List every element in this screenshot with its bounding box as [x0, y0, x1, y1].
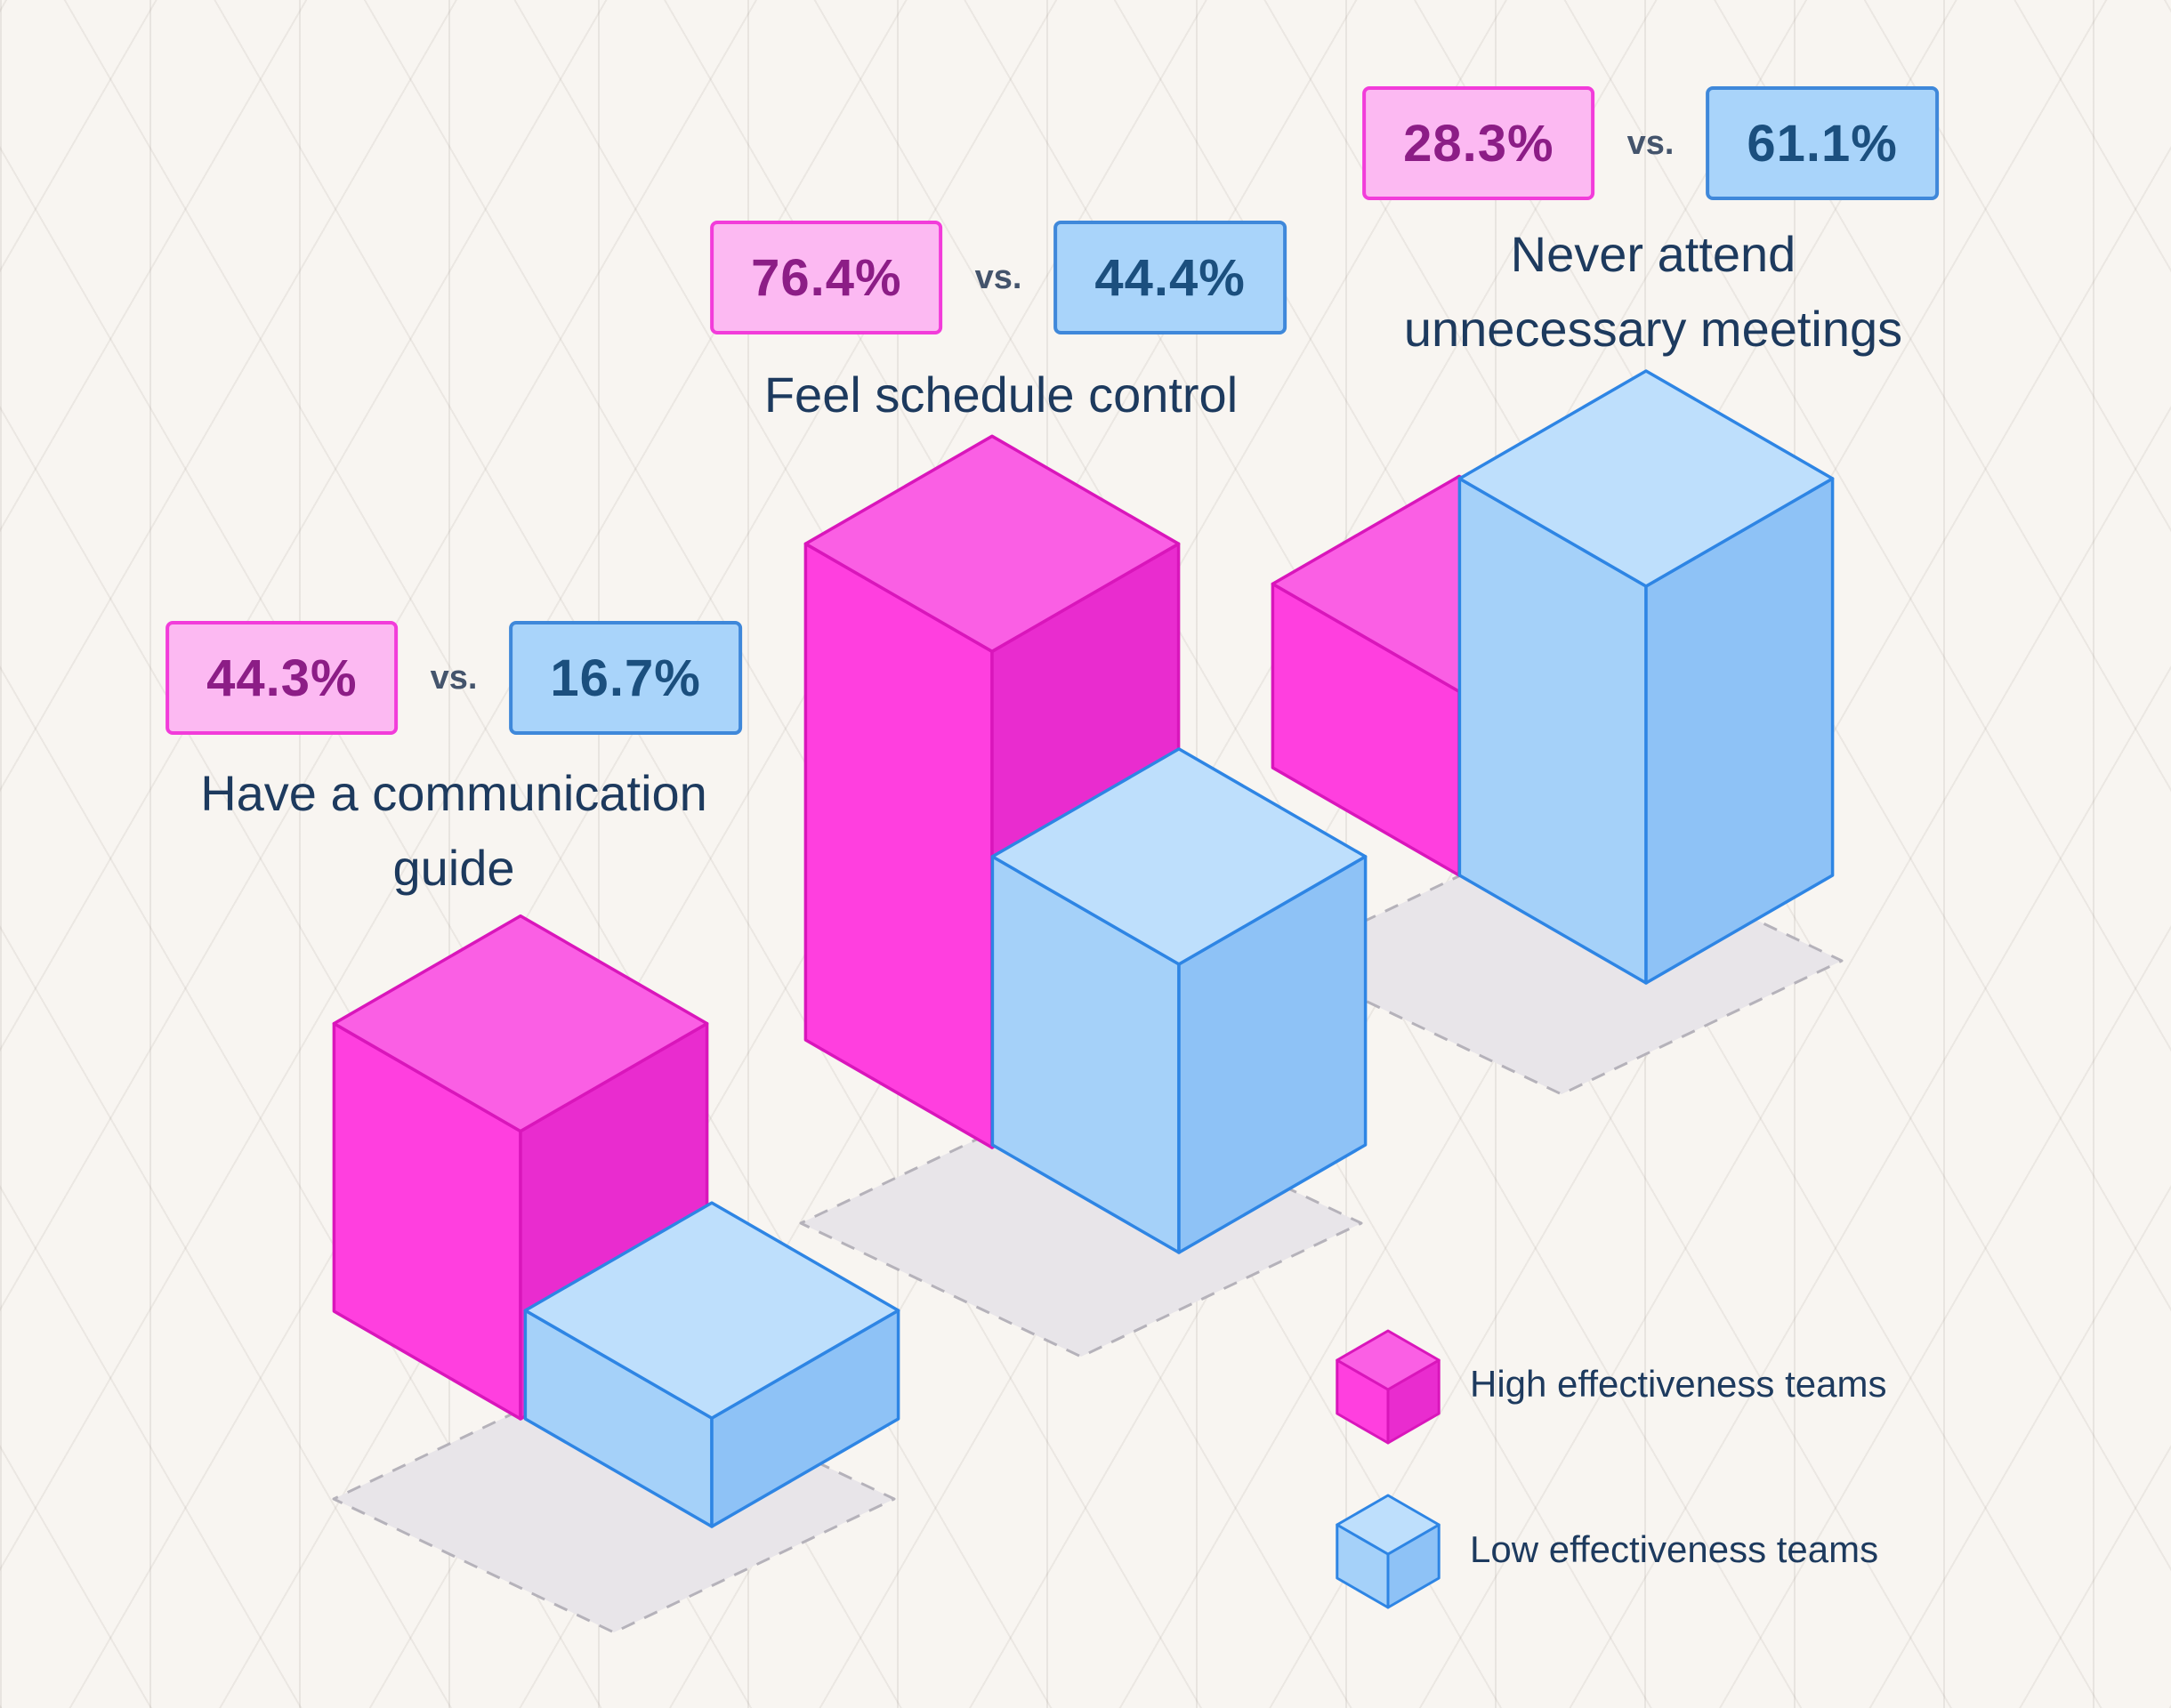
bar-low-schedule-control [990, 747, 1368, 1254]
bar-high-schedule-control-top-face [803, 434, 1181, 654]
bar-low-communication-guide-top-face [523, 1201, 900, 1420]
legend-cube-high-top-face [1336, 1329, 1441, 1391]
bar-low-communication-guide [523, 1201, 900, 1528]
legend-cube-low-top-face [1336, 1494, 1441, 1556]
legend-cube-low [1336, 1494, 1441, 1609]
legend-cube-high [1336, 1329, 1441, 1445]
bar-low-unnecessary-meetings-top-face [1457, 369, 1835, 588]
bar-high-communication-guide-top-face [332, 914, 709, 1133]
bar-low-schedule-control-top-face [990, 747, 1368, 966]
bar-low-unnecessary-meetings [1457, 369, 1835, 985]
